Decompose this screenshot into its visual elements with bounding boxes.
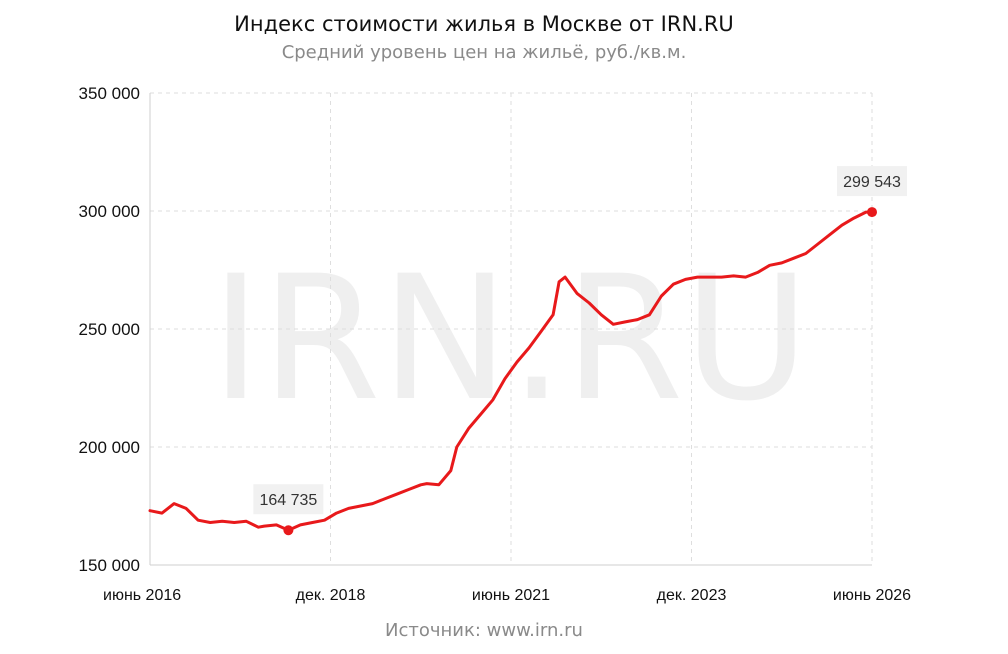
x-tick-label: июнь 2016 (103, 587, 181, 604)
x-tick-label: дек. 2018 (296, 587, 366, 604)
y-tick-label: 300 000 (79, 202, 140, 221)
x-tick-label: дек. 2023 (657, 587, 727, 604)
source-note: Источник: www.irn.ru (385, 620, 583, 641)
axes (149, 93, 872, 566)
annotation-point (867, 207, 877, 218)
watermark: IRN.RU (211, 238, 810, 439)
y-tick-label: 350 000 (79, 84, 140, 103)
y-tick-label: 150 000 (79, 556, 140, 575)
chart-subtitle: Средний уровень цен на жильё, руб./кв.м. (281, 42, 687, 63)
y-ticks: 150 000 200 000 250 000 300 000 350 000 (79, 84, 140, 575)
x-tick-label: июнь 2026 (833, 587, 911, 604)
annotation-box (253, 484, 324, 515)
annotation-label: 164 735 (259, 492, 317, 509)
y-tick-label: 250 000 (79, 320, 140, 339)
annotation-label: 299 543 (843, 174, 901, 191)
x-ticks: июнь 2016 дек. 2018 июнь 2021 дек. 2023 июнь… (103, 587, 911, 604)
series-line (148, 210, 874, 532)
grid (150, 92, 873, 565)
annotation-point (283, 525, 294, 536)
y-tick-label: 200 000 (79, 438, 140, 457)
annotations: 164 735 299 543 (253, 166, 907, 536)
annotation-box (837, 166, 907, 197)
chart-title: Индекс стоимости жилья в Москве от IRN.R… (234, 12, 734, 36)
x-tick-label: июнь 2021 (472, 587, 550, 604)
